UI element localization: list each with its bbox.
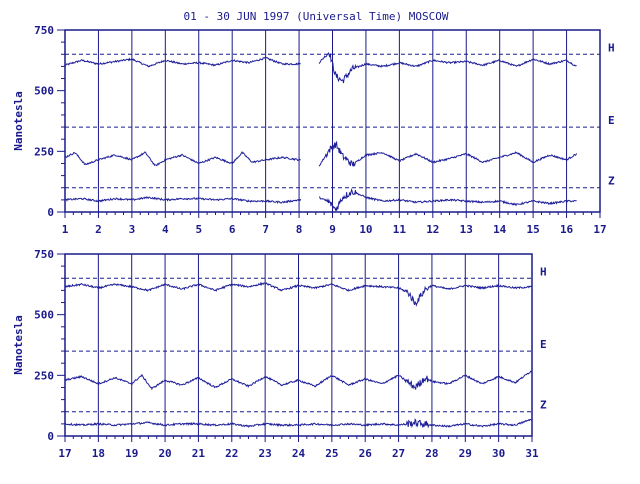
panel-1-x-tick-label-9: 9 — [329, 223, 336, 236]
panel-2-x-tick-label-18: 18 — [92, 447, 105, 460]
panel-1-x-tick-label-3: 3 — [129, 223, 136, 236]
panel-2-x-tick-label-17: 17 — [58, 447, 71, 460]
panel-2-y-axis-label: Nanotesla — [12, 315, 25, 375]
panel-2-component-label-Z: Z — [540, 399, 547, 412]
panel-2-x-tick-label-23: 23 — [259, 447, 272, 460]
panel-2-y-tick-label-0: 0 — [47, 430, 54, 443]
panel-1-trace-H — [64, 52, 577, 84]
panel-2-y-tick-label-500: 500 — [34, 309, 54, 322]
panel-2-x-tick-label-31: 31 — [525, 447, 539, 460]
panel-1-x-tick-label-17: 17 — [593, 223, 606, 236]
panel-2-x-tick-label-29: 29 — [459, 447, 472, 460]
panel-1-trace-E — [64, 140, 578, 167]
panel-2-x-tick-label-28: 28 — [425, 447, 438, 460]
panel-2-component-label-H: H — [540, 265, 547, 278]
panel-1-x-tick-label-8: 8 — [296, 223, 303, 236]
panel-2-trace-H — [64, 282, 533, 307]
panel-1-x-tick-label-12: 12 — [426, 223, 439, 236]
panel-2-x-tick-label-22: 22 — [225, 447, 238, 460]
panel-2-x-tick-label-24: 24 — [292, 447, 306, 460]
panel-1-trace-Z — [64, 187, 577, 212]
panel-1-x-tick-label-7: 7 — [262, 223, 269, 236]
panel-1-component-label-E: E — [608, 114, 615, 127]
panel-1-component-label-H: H — [608, 41, 615, 54]
panel-1-y-tick-label-500: 500 — [34, 85, 54, 98]
panel-1-x-tick-label-10: 10 — [359, 223, 372, 236]
panel-2-x-tick-label-19: 19 — [125, 447, 138, 460]
panel-1-x-tick-label-16: 16 — [560, 223, 574, 236]
panel-2-component-label-E: E — [540, 338, 547, 351]
panel-2-x-tick-label-25: 25 — [325, 447, 338, 460]
panel-1-x-tick-label-6: 6 — [229, 223, 236, 236]
panel-2-x-tick-label-27: 27 — [392, 447, 405, 460]
panel-1-x-tick-label-5: 5 — [195, 223, 202, 236]
panel-1-y-tick-label-750: 750 — [34, 24, 54, 37]
panel-1-x-tick-label-15: 15 — [527, 223, 540, 236]
panel-2-x-tick-label-20: 20 — [158, 447, 171, 460]
panel-1-y-axis-label: Nanotesla — [12, 91, 25, 151]
panel-1-y-tick-label-250: 250 — [34, 145, 54, 158]
panel-1-x-tick-label-13: 13 — [460, 223, 473, 236]
panel-2-y-tick-label-250: 250 — [34, 369, 54, 382]
panel-1-x-tick-label-14: 14 — [493, 223, 507, 236]
panel-1-y-tick-label-0: 0 — [47, 206, 54, 219]
panel-2-x-tick-label-26: 26 — [359, 447, 373, 460]
panel-2-trace-Z — [64, 418, 533, 429]
panel-1-x-tick-label-2: 2 — [95, 223, 102, 236]
panel-1-x-tick-label-4: 4 — [162, 223, 169, 236]
panel-2-x-tick-label-21: 21 — [192, 447, 206, 460]
panel-2-y-tick-label-750: 750 — [34, 248, 54, 261]
panel-1-component-label-Z: Z — [608, 175, 615, 188]
panel-1-x-tick-label-1: 1 — [62, 223, 69, 236]
panel-2-trace-E — [64, 370, 533, 391]
panel-1-x-tick-label-11: 11 — [393, 223, 407, 236]
chart-title: 01 - 30 JUN 1997 (Universal Time) MOSCOW — [184, 10, 449, 23]
panel-2-x-tick-label-30: 30 — [492, 447, 505, 460]
